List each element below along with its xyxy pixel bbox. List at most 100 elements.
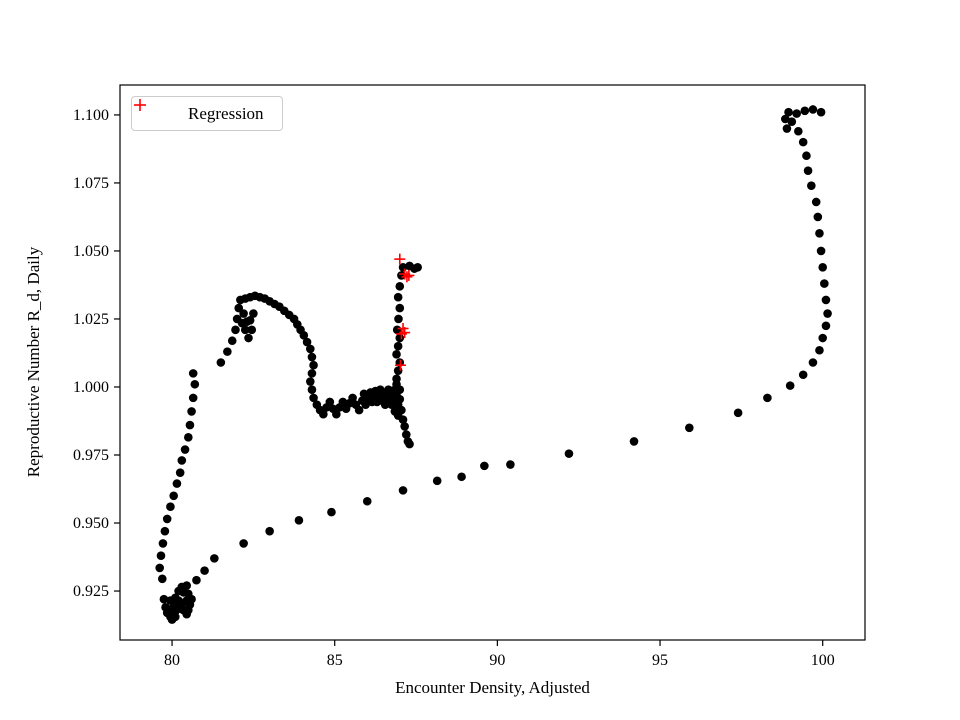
scatter-point xyxy=(392,374,401,384)
scatter-point xyxy=(733,408,743,418)
legend: Regression xyxy=(131,96,283,131)
scatter-point xyxy=(808,358,818,367)
scatter-point xyxy=(818,333,828,343)
scatter-point xyxy=(815,345,824,355)
scatter-point xyxy=(395,394,405,404)
scatter-point xyxy=(325,397,335,407)
y-axis-label: Reproductive Number R_d, Daily xyxy=(24,246,43,478)
scatter-point xyxy=(188,393,198,403)
scatter-point xyxy=(395,282,405,291)
scatter-point xyxy=(784,107,793,117)
scatter-point xyxy=(245,316,255,325)
scatter-point xyxy=(392,350,401,359)
legend-label: Regression xyxy=(188,103,264,123)
scatter-point xyxy=(306,344,315,354)
scatter-point xyxy=(629,437,639,446)
scatter-point xyxy=(309,393,318,403)
scatter-point xyxy=(813,212,823,222)
scatter-point xyxy=(395,303,405,313)
scatter-point xyxy=(239,539,248,548)
axes-frame xyxy=(119,84,866,641)
scatter-point xyxy=(180,445,190,454)
scatter-point xyxy=(299,330,309,340)
scatter-point xyxy=(821,295,831,305)
scatter-point xyxy=(294,515,304,525)
scatter-point xyxy=(231,325,240,335)
scatter-point xyxy=(177,456,187,465)
scatter-point xyxy=(800,106,810,116)
scatter-point xyxy=(362,496,372,506)
scatter-point xyxy=(803,166,813,175)
scatter-point xyxy=(159,594,169,604)
scatter-point xyxy=(398,415,408,424)
y-tick-label: 1.100 xyxy=(73,107,109,124)
scatter-point xyxy=(155,563,164,573)
scatter-point xyxy=(265,526,274,536)
x-axis-label: Encounter Density, Adjusted xyxy=(395,678,590,697)
scatter-point xyxy=(160,526,170,536)
scatter-point xyxy=(798,137,808,147)
regression-plus-icon xyxy=(134,99,162,122)
scatter-point xyxy=(210,554,219,563)
scatter-point xyxy=(239,309,248,318)
y-tick-label: 1.075 xyxy=(73,175,109,192)
x-tick-label: 95 xyxy=(652,652,668,669)
scatter-point xyxy=(192,575,201,585)
scatter-point xyxy=(158,539,168,548)
scatter-point xyxy=(816,246,826,256)
scatter-point xyxy=(338,397,348,407)
scatter-point xyxy=(306,377,315,386)
scatter-point xyxy=(393,292,403,302)
scatter-point xyxy=(200,566,209,575)
scatter-point xyxy=(405,439,414,449)
x-tick-label: 85 xyxy=(327,652,343,669)
scatter-point xyxy=(156,551,166,560)
scatter-point xyxy=(307,352,317,362)
scatter-point xyxy=(798,370,808,380)
scatter-point xyxy=(327,507,336,517)
scatter-point xyxy=(816,107,826,117)
scatter-point xyxy=(811,197,821,207)
scatter-point xyxy=(821,321,831,331)
scatter-point xyxy=(184,433,193,442)
y-tick-label: 1.000 xyxy=(73,379,109,396)
scatter-point xyxy=(780,114,790,124)
x-tick-label: 80 xyxy=(164,652,180,669)
scatter-point xyxy=(564,449,574,458)
scatter-point xyxy=(480,461,489,471)
scatter-point xyxy=(815,228,824,238)
scatter-point xyxy=(413,262,422,272)
scatter-point xyxy=(787,117,797,127)
scatter-point xyxy=(457,472,466,482)
scatter-point xyxy=(309,360,318,370)
scatter-point xyxy=(187,407,196,416)
scatter-point xyxy=(332,409,341,419)
scatter-point xyxy=(400,422,409,431)
scatter-point xyxy=(172,479,182,488)
scatter-point xyxy=(307,385,317,395)
scatter-point xyxy=(188,369,198,378)
scatter-point xyxy=(506,460,515,469)
scatter-point xyxy=(240,325,250,335)
scatter-point xyxy=(227,336,237,346)
scatter-point xyxy=(820,279,829,288)
scatter-point xyxy=(794,126,803,136)
scatter-point xyxy=(307,369,317,378)
scatter-point xyxy=(398,486,408,495)
scatter-point xyxy=(166,502,175,511)
scatter-point xyxy=(393,341,403,351)
y-tick-label: 0.975 xyxy=(73,447,109,464)
scatter-point xyxy=(792,109,801,118)
scatter-point xyxy=(182,581,191,590)
scatter-point xyxy=(785,381,795,390)
scatter-point xyxy=(823,309,832,318)
scatter-point xyxy=(162,514,172,524)
scatter-point xyxy=(216,358,226,367)
y-tick-label: 1.025 xyxy=(73,311,109,328)
scatter-point xyxy=(354,405,364,415)
scatter-point xyxy=(394,314,403,324)
scatter-point xyxy=(247,325,257,335)
scatter-point xyxy=(397,405,406,415)
